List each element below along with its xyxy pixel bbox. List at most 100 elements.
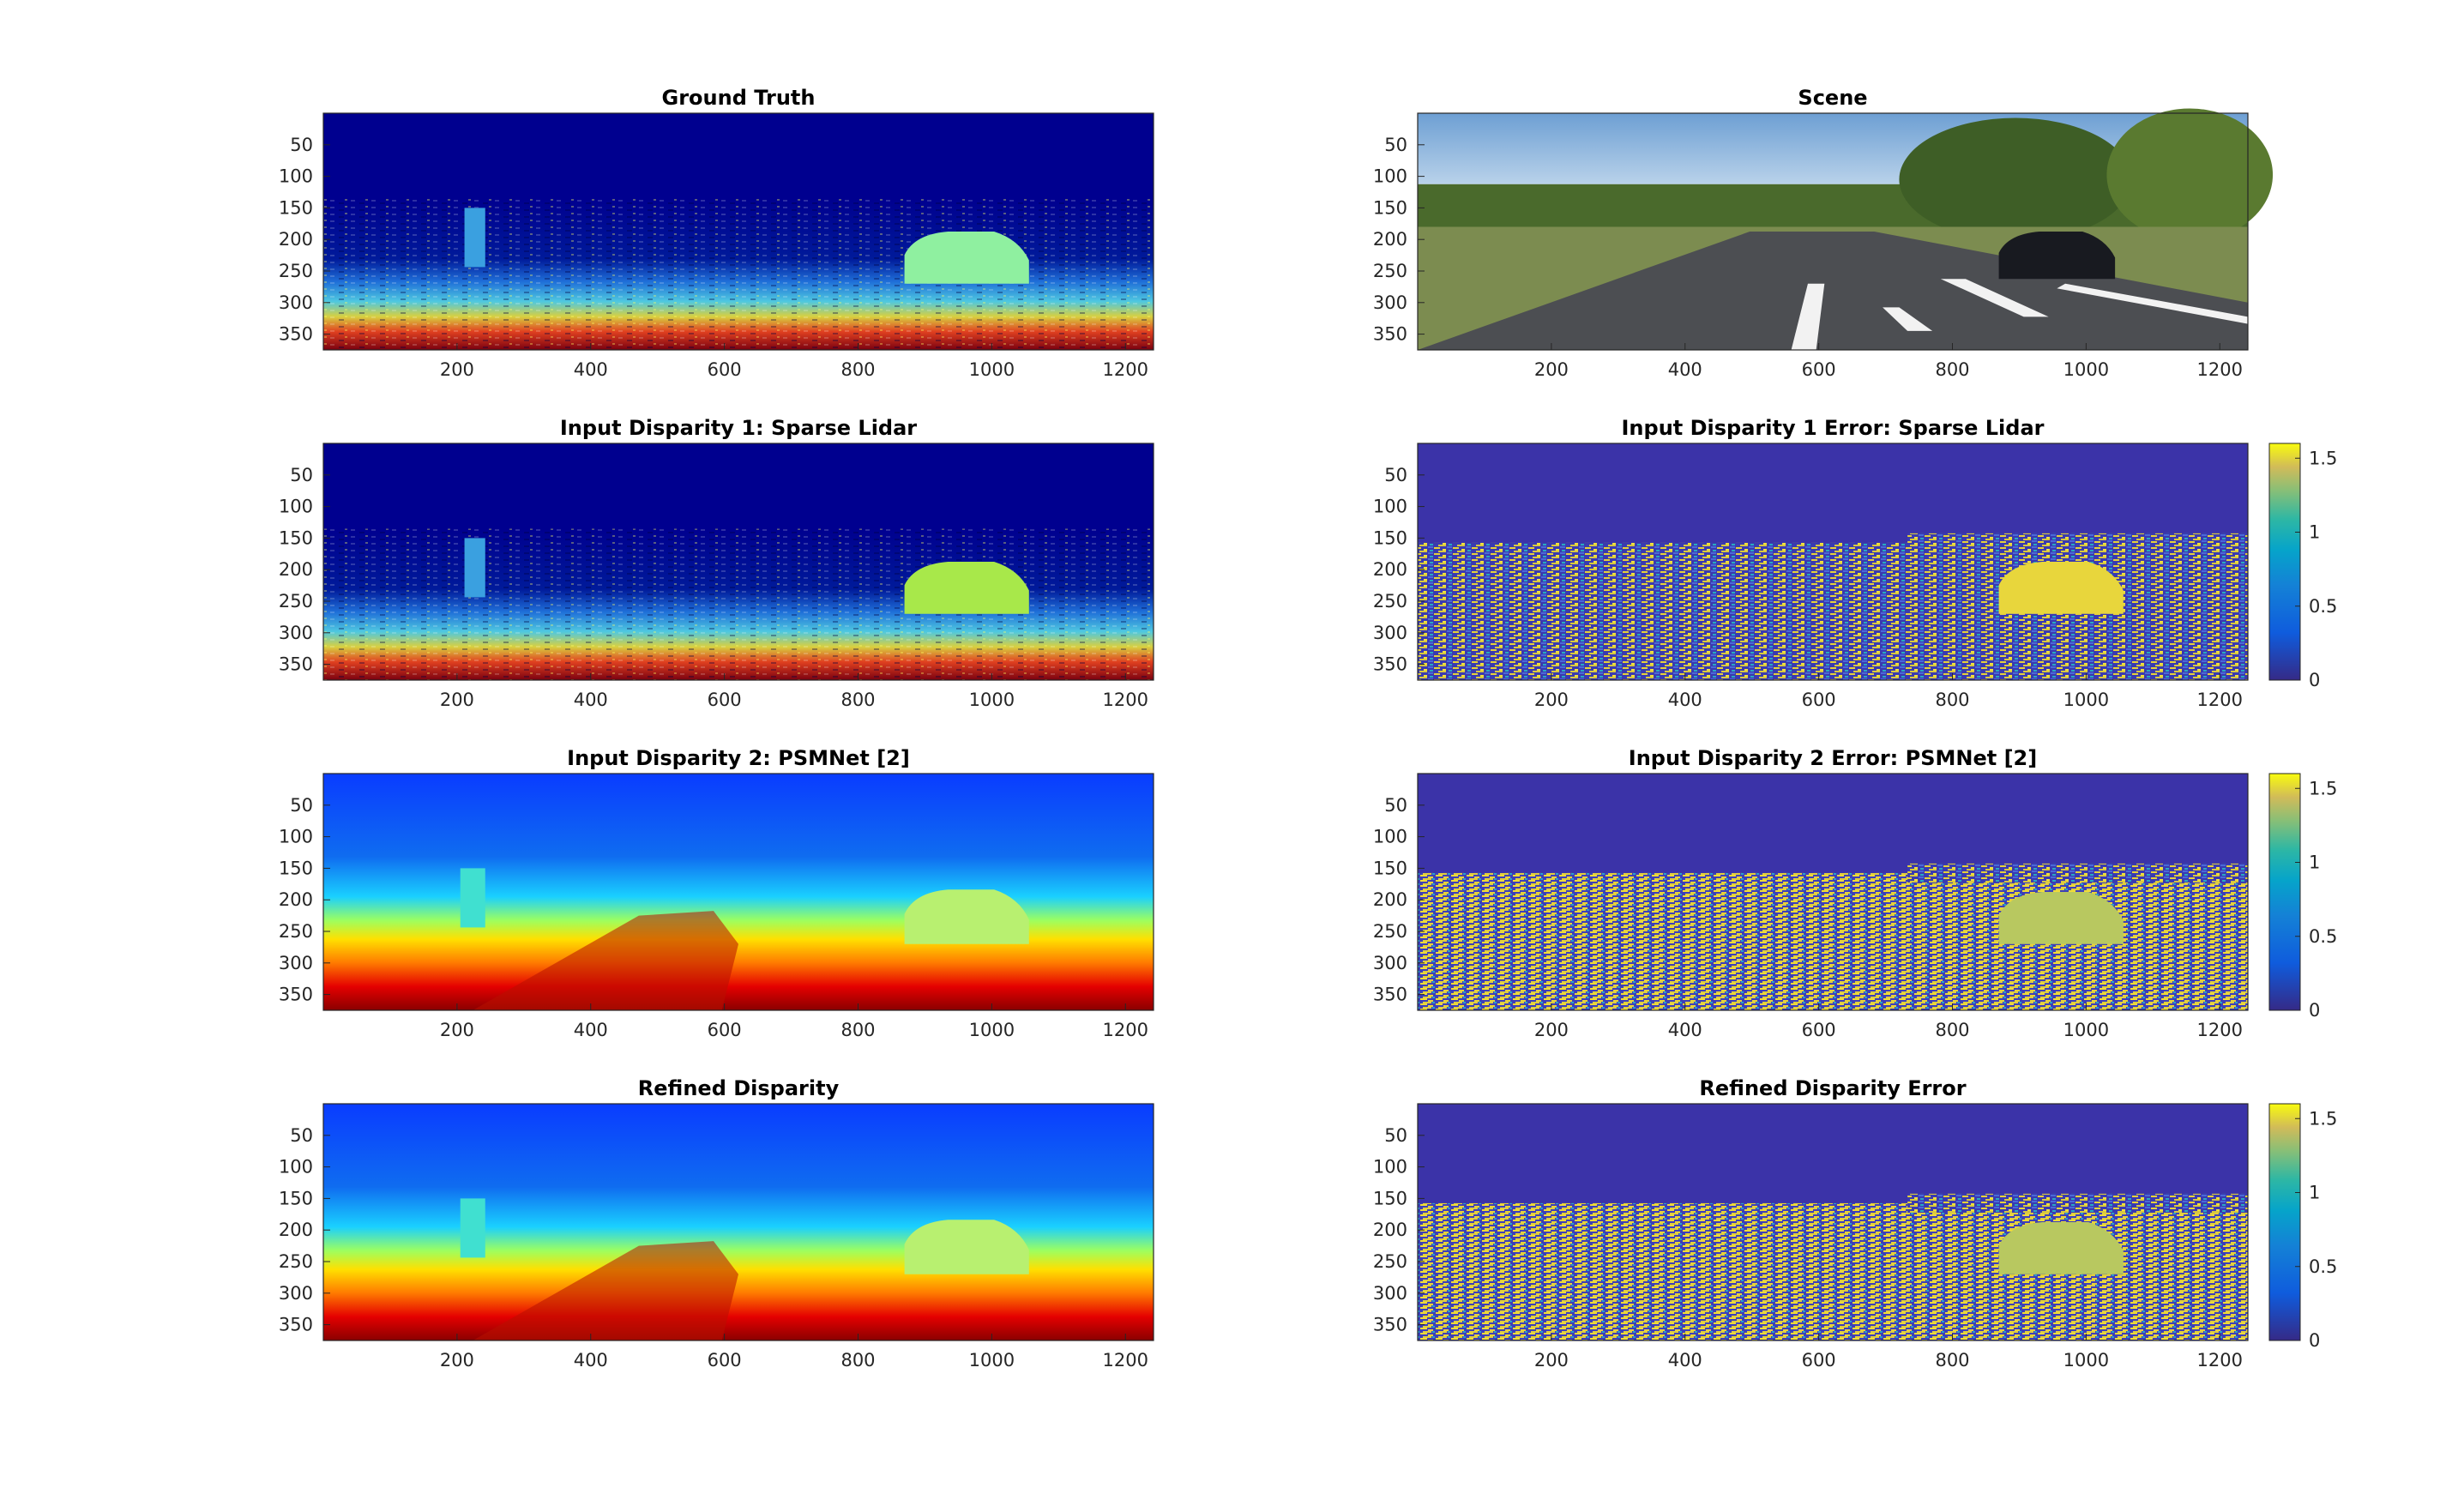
y-tick-label: 350 (1373, 654, 1407, 675)
y-tick-label: 150 (1373, 1188, 1407, 1208)
pole-disparity (464, 208, 485, 268)
x-tick-label: 200 (440, 359, 474, 380)
x-tick-label: 400 (1668, 1350, 1702, 1371)
x-tick-label: 200 (440, 690, 474, 710)
y-tick-label: 200 (1373, 1220, 1407, 1240)
panel-title: Input Disparity 2 Error: PSMNet [2] (1629, 746, 2037, 770)
y-tick-label: 50 (290, 1125, 313, 1146)
y-tick-label: 200 (279, 1220, 313, 1240)
lane-dash (1883, 307, 1933, 331)
x-tick-label: 1000 (969, 1350, 1015, 1371)
x-tick-label: 400 (1668, 359, 1702, 380)
x-tick-label: 800 (840, 1350, 875, 1371)
x-tick-label: 1000 (969, 1020, 1015, 1040)
car-disparity (904, 562, 1029, 614)
y-tick-label: 350 (1373, 324, 1407, 345)
y-tick-label: 300 (279, 292, 313, 313)
x-tick-label: 400 (574, 1020, 608, 1040)
colorbar-tick-label: 1.5 (2309, 778, 2337, 798)
panel-scene: Scene 200 400 600 800 1000 1200 50 100 150 200 250 3… (1373, 86, 2274, 380)
x-tick-label: 1200 (1103, 359, 1148, 380)
y-tick-label: 200 (279, 889, 313, 910)
panel-title: Input Disparity 2: PSMNet [2] (567, 746, 910, 770)
road-edge (473, 1241, 738, 1340)
car-disparity (904, 889, 1029, 944)
panel-lidar-error: Input Disparity 1 Error: Sparse Lidar 1.5… (1373, 416, 2338, 710)
pole-disparity (464, 538, 485, 598)
axes-frame (1417, 112, 2249, 351)
y-tick-label: 50 (290, 465, 313, 485)
y-tick-label: 350 (279, 324, 313, 345)
y-tick-label: 250 (279, 261, 313, 281)
x-tick-label: 600 (1802, 359, 1836, 380)
car-disparity (904, 232, 1029, 284)
x-tick-label: 400 (1668, 690, 1702, 710)
axes-frame (322, 1103, 1154, 1341)
x-tick-label: 200 (1534, 1350, 1569, 1371)
y-tick-label: 50 (290, 795, 313, 816)
y-tick-label: 150 (1373, 858, 1407, 878)
x-tick-label: 1000 (2063, 1350, 2109, 1371)
error-band (1907, 1193, 2248, 1213)
y-tick-label: 200 (279, 559, 313, 580)
pole-disparity (460, 1198, 485, 1258)
error-band (1907, 533, 2248, 552)
trees-far-right (2106, 108, 2274, 242)
x-tick-label: 1000 (969, 690, 1015, 710)
x-tick-label: 200 (440, 1350, 474, 1371)
x-tick-label: 800 (840, 359, 875, 380)
y-tick-label: 200 (1373, 889, 1407, 910)
y-tick-label: 300 (1373, 292, 1407, 313)
y-tick-label: 300 (279, 623, 313, 643)
disparity-map (323, 1104, 1154, 1340)
y-tick-label: 150 (279, 197, 313, 218)
panel-title: Input Disparity 1 Error: Sparse Lidar (1622, 416, 2045, 440)
x-tick-label: 600 (708, 690, 742, 710)
axes-frame (322, 112, 1154, 351)
x-tick-label: 800 (1935, 1020, 1969, 1040)
x-tick-label: 600 (1802, 1350, 1836, 1371)
y-tick-label: 350 (279, 1315, 313, 1335)
panel-psmnet: Input Disparity 2: PSMNet [2] 200 400 600 80… (279, 746, 1154, 1040)
y-tick-label: 150 (1373, 197, 1407, 218)
y-tick-label: 100 (279, 166, 313, 187)
x-tick-label: 400 (574, 690, 608, 710)
x-tick-label: 800 (1935, 359, 1969, 380)
x-tick-label: 1200 (1103, 1020, 1148, 1040)
y-tick-label: 50 (1384, 795, 1407, 816)
y-tick-label: 100 (279, 827, 313, 847)
lane-arrow-right (1940, 279, 2049, 317)
x-tick-label: 400 (574, 1350, 608, 1371)
y-tick-label: 350 (1373, 1315, 1407, 1335)
x-tick-label: 1000 (2063, 359, 2109, 380)
x-tick-label: 1000 (2063, 690, 2109, 710)
y-tick-label: 150 (279, 527, 313, 548)
y-tick-label: 300 (279, 1283, 313, 1304)
y-tick-label: 250 (1373, 261, 1407, 281)
panel-title: Refined Disparity Error (1699, 1076, 1966, 1100)
x-tick-label: 1200 (2197, 690, 2243, 710)
y-tick-label: 250 (1373, 1251, 1407, 1272)
error-band (1907, 863, 2248, 883)
y-tick-label: 300 (279, 953, 313, 973)
y-tick-label: 100 (1373, 497, 1407, 517)
x-tick-label: 600 (708, 1350, 742, 1371)
car (1998, 232, 2116, 280)
colorbar-tick-label: 0.5 (2309, 926, 2337, 947)
trees-right (1899, 117, 2132, 242)
colorbar-tick-label: 0.5 (2309, 596, 2337, 617)
x-tick-label: 600 (1802, 690, 1836, 710)
car-error (1998, 892, 2124, 944)
y-tick-label: 100 (1373, 1157, 1407, 1178)
road-edge (473, 911, 738, 1010)
car-error (1998, 562, 2124, 614)
x-tick-label: 600 (708, 359, 742, 380)
colorbar-tick-label: 1 (2309, 852, 2320, 873)
y-tick-label: 150 (279, 1188, 313, 1208)
x-tick-label: 200 (1534, 359, 1569, 380)
x-tick-label: 1000 (969, 359, 1015, 380)
axes-frame (1417, 443, 2249, 681)
axes-frame (322, 773, 1154, 1011)
lane-arrow (1791, 283, 1825, 350)
colorbar (2268, 773, 2301, 1011)
